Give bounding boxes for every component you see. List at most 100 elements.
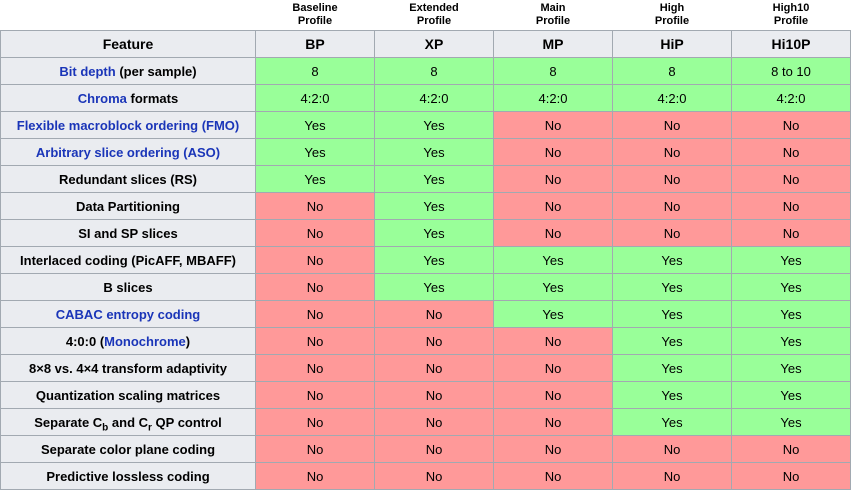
- feature-link[interactable]: Flexible macroblock ordering (FMO): [16, 117, 240, 133]
- profile-name-high10: High10 Profile: [731, 0, 851, 31]
- feature-label: Flexible macroblock ordering (FMO): [0, 111, 256, 139]
- value-cell-xp: No: [374, 408, 494, 436]
- feature-text: formats: [126, 90, 179, 106]
- value-cell-xp: No: [374, 381, 494, 409]
- table-row: Separate color plane coding No No No No No: [0, 435, 851, 463]
- value-cell-xp: Yes: [374, 219, 494, 247]
- feature-text: SI and SP slices: [78, 225, 178, 241]
- table-row: Interlaced coding (PicAFF, MBAFF) No Yes Ye…: [0, 246, 851, 274]
- feature-label: Quantization scaling matrices: [0, 381, 256, 409]
- value-cell-hip: Yes: [612, 246, 732, 274]
- value-cell-hi10p: Yes: [731, 381, 851, 409]
- value-cell-hi10p: Yes: [731, 246, 851, 274]
- feature-text: Separate C: [34, 414, 103, 430]
- top-spacer: [0, 0, 256, 31]
- value-cell-hi10p: Yes: [731, 354, 851, 382]
- table-row: 8×8 vs. 4×4 transform adaptivity No No No Ye…: [0, 354, 851, 382]
- table-row: Predictive lossless coding No No No No No: [0, 462, 851, 490]
- value-cell-hip: No: [612, 462, 732, 490]
- value-cell-xp: Yes: [374, 165, 494, 193]
- value-cell-hi10p: No: [731, 462, 851, 490]
- value-cell-hip: No: [612, 138, 732, 166]
- feature-label: Interlaced coding (PicAFF, MBAFF): [0, 246, 256, 274]
- profile-name-baseline: Baseline Profile: [255, 0, 375, 31]
- value-cell-xp: No: [374, 354, 494, 382]
- value-cell-xp: Yes: [374, 138, 494, 166]
- column-header-hi10p: Hi10P: [731, 30, 851, 58]
- feature-link[interactable]: Monochrome: [104, 333, 186, 349]
- feature-label: Separate Cb and Cr QP control: [0, 408, 256, 436]
- table-row: Chroma formats 4:2:0 4:2:0 4:2:0 4:2:0 4:2:0: [0, 84, 851, 112]
- value-cell-xp: No: [374, 462, 494, 490]
- feature-label: SI and SP slices: [0, 219, 256, 247]
- table-row: 4:0:0 (Monochrome) No No No Yes Yes: [0, 327, 851, 355]
- feature-text: Predictive lossless coding: [46, 468, 210, 484]
- value-cell-hi10p: No: [731, 435, 851, 463]
- feature-label: 4:0:0 (Monochrome): [0, 327, 256, 355]
- feature-text: Separate color plane coding: [40, 441, 216, 457]
- value-cell-bp: No: [255, 462, 375, 490]
- value-cell-bp: No: [255, 327, 375, 355]
- feature-link[interactable]: Bit depth: [59, 63, 116, 79]
- value-cell-hip: Yes: [612, 327, 732, 355]
- feature-link[interactable]: CABAC entropy coding: [55, 306, 201, 322]
- value-cell-bp: No: [255, 435, 375, 463]
- value-cell-mp: No: [493, 327, 613, 355]
- feature-label: CABAC entropy coding: [0, 300, 256, 328]
- table-row: Arbitrary slice ordering (ASO) Yes Yes No No…: [0, 138, 851, 166]
- profile-name-high: High Profile: [612, 0, 732, 31]
- value-cell-hip: Yes: [612, 354, 732, 382]
- value-cell-hi10p: Yes: [731, 327, 851, 355]
- value-cell-hip: No: [612, 192, 732, 220]
- value-cell-hi10p: Yes: [731, 273, 851, 301]
- value-cell-mp: No: [493, 462, 613, 490]
- column-header-feature: Feature: [0, 30, 256, 58]
- profile-name-main: Main Profile: [493, 0, 613, 31]
- feature-label: 8×8 vs. 4×4 transform adaptivity: [0, 354, 256, 382]
- feature-text: Data Partitioning: [75, 198, 180, 214]
- value-cell-bp: 4:2:0: [255, 84, 375, 112]
- feature-link[interactable]: Chroma: [77, 90, 127, 106]
- value-cell-bp: No: [255, 219, 375, 247]
- value-cell-xp: Yes: [374, 273, 494, 301]
- feature-label: Data Partitioning: [0, 192, 256, 220]
- table-row: Flexible macroblock ordering (FMO) Yes Yes…: [0, 111, 851, 139]
- value-cell-hi10p: Yes: [731, 300, 851, 328]
- feature-label: Bit depth (per sample): [0, 57, 256, 85]
- feature-text: (per sample): [115, 63, 197, 79]
- value-cell-mp: No: [493, 381, 613, 409]
- feature-text: Redundant slices (RS): [59, 171, 197, 187]
- value-cell-mp: No: [493, 219, 613, 247]
- value-cell-hi10p: No: [731, 111, 851, 139]
- feature-label: B slices: [0, 273, 256, 301]
- value-cell-bp: Yes: [255, 111, 375, 139]
- value-cell-mp: No: [493, 435, 613, 463]
- feature-text: Interlaced coding (PicAFF, MBAFF): [20, 252, 236, 268]
- value-cell-hi10p: No: [731, 138, 851, 166]
- value-cell-hip: No: [612, 435, 732, 463]
- value-cell-bp: No: [255, 408, 375, 436]
- profile-names-row: Baseline Profile Extended Profile Main P…: [0, 0, 851, 31]
- value-cell-mp: No: [493, 192, 613, 220]
- value-cell-xp: 4:2:0: [374, 84, 494, 112]
- table-row: CABAC entropy coding No No Yes Yes Yes: [0, 300, 851, 328]
- value-cell-mp: No: [493, 165, 613, 193]
- value-cell-mp: No: [493, 408, 613, 436]
- feature-text: QP control: [151, 414, 222, 430]
- feature-link[interactable]: Arbitrary slice ordering (ASO): [35, 144, 221, 160]
- table-row: SI and SP slices No Yes No No No: [0, 219, 851, 247]
- feature-text: r: [148, 422, 152, 434]
- value-cell-hip: 4:2:0: [612, 84, 732, 112]
- value-cell-bp: No: [255, 246, 375, 274]
- feature-text: Quantization scaling matrices: [35, 387, 221, 403]
- table-body: Bit depth (per sample) 8 8 8 8 8 to 10 Chroma …: [0, 57, 851, 490]
- table-row: B slices No Yes Yes Yes Yes: [0, 273, 851, 301]
- value-cell-mp: No: [493, 111, 613, 139]
- feature-label: Predictive lossless coding: [0, 462, 256, 490]
- value-cell-mp: Yes: [493, 246, 613, 274]
- value-cell-xp: No: [374, 435, 494, 463]
- value-cell-hip: No: [612, 111, 732, 139]
- value-cell-xp: Yes: [374, 246, 494, 274]
- column-header-hip: HiP: [612, 30, 732, 58]
